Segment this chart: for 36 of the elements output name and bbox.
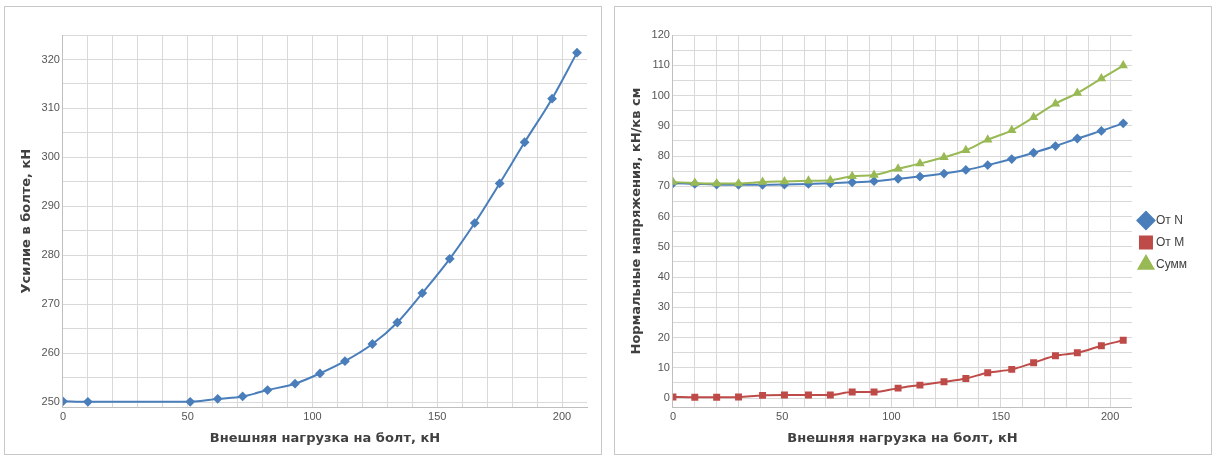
y-tick-label: 70 (657, 179, 670, 192)
x-axis-title: Внешняя нагрузка на болт, кН (209, 429, 441, 445)
x-tick-label: 200 (552, 409, 572, 422)
legend-label: От M (1155, 234, 1185, 249)
y-tick-label: 320 (41, 52, 60, 65)
y-tick-label: 280 (41, 248, 60, 261)
x-tick-label: 50 (776, 409, 789, 422)
y-tick-label: 0 (663, 391, 670, 404)
y-tick-label: 30 (657, 300, 670, 313)
x-tick-label: 200 (1100, 409, 1120, 422)
y-tick-label: 120 (651, 28, 670, 41)
y-tick-label: 10 (657, 360, 670, 373)
x-tick-label: 100 (303, 409, 322, 422)
y-tick-label: 260 (41, 346, 60, 359)
y-tick-label: 290 (41, 199, 60, 212)
y-tick-label: 270 (41, 297, 60, 310)
y-tick-label: 40 (657, 270, 670, 283)
y-tick-label: 310 (41, 101, 60, 114)
y-tick-label: 20 (657, 330, 670, 343)
y-axis-title: Нормальные напряжения, кН/кв см (628, 87, 644, 355)
x-tick-label: 150 (991, 409, 1010, 422)
legend-label: Сумм (1155, 256, 1187, 271)
y-tick-label: 100 (651, 88, 670, 101)
x-axis-title: Внешняя нагрузка на болт, кН (787, 429, 1018, 445)
y-tick-label: 250 (41, 395, 60, 408)
x-tick-label: 100 (882, 409, 901, 422)
y-axis-title: Усилие в болте, кН (18, 148, 34, 294)
y-tick-label: 300 (41, 150, 60, 163)
legend-label: От N (1155, 212, 1183, 227)
y-tick-label: 50 (657, 239, 670, 252)
y-tick-label: 80 (657, 149, 670, 162)
x-tick-label: 50 (181, 409, 194, 422)
y-tick-label: 90 (657, 118, 670, 131)
y-tick-label: 60 (657, 209, 670, 222)
x-tick-label: 150 (428, 409, 447, 422)
y-tick-label: 110 (652, 58, 670, 71)
